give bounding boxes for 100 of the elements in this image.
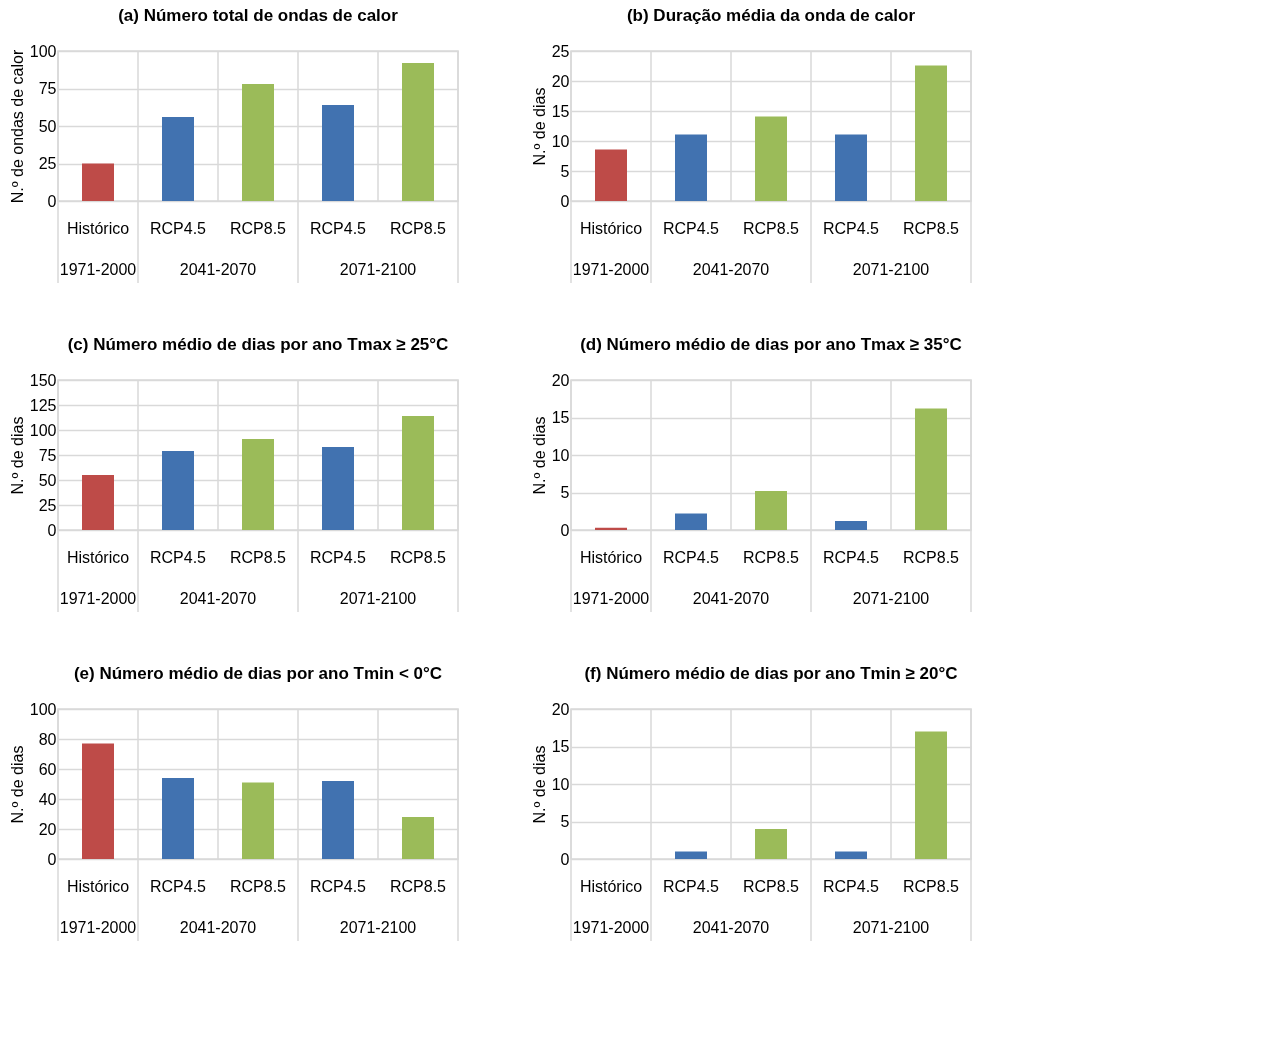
text: 2041-2070 [179,261,257,278]
text: 1971-2000 [572,919,650,936]
text: 1971-2000 [59,919,137,936]
x-tick-label: Histórico [579,220,643,237]
bar [402,416,434,530]
text: 2041-2070 [692,261,770,278]
bar [82,163,114,201]
bar [595,149,627,201]
bar [322,105,354,201]
text: 2041-2070 [692,590,770,607]
chart-title: (c) Número médio de dias por ano Tmax ≥ 25°C [67,335,449,354]
x-tick-label: RCP8.5 [742,549,800,566]
text: 1971-2000 [59,261,137,278]
y-tick-label: 40 [38,790,57,808]
y-tick-label: 20 [551,72,570,90]
bar [755,491,787,530]
x-tick-label: RCP8.5 [742,220,800,237]
x-tick-label: RCP8.5 [389,878,447,895]
y-tick-label: 150 [29,371,57,389]
bar [675,134,707,201]
x-tick-label: Histórico [66,549,130,566]
text: 1971-2000 [572,261,650,278]
text: 2071-2100 [339,919,417,936]
bar [402,63,434,201]
y-tick-label: 75 [38,80,57,97]
bar [835,521,867,530]
x-tick-label: RCP8.5 [229,220,287,237]
text: 2071-2100 [852,590,930,607]
chart-title: (a) Número total de ondas de calor [118,6,399,25]
x-tick-label: RCP4.5 [662,549,720,566]
x-tick-label: RCP8.5 [389,220,447,237]
y-tick-label: 20 [551,371,570,389]
y-tick-label: 20 [551,700,570,718]
bar [755,829,787,859]
y-tick-label: 15 [551,102,570,120]
y-tick-label: 15 [551,409,570,426]
y-axis-title: N.º de dias [530,745,548,824]
x-tick-label: RCP8.5 [902,220,960,237]
bar [755,116,787,201]
y-tick-label: 125 [29,396,57,414]
bar [835,134,867,201]
bar [162,117,194,201]
bar [915,65,947,201]
y-tick-label: 75 [38,446,57,464]
x-tick-label: RCP4.5 [309,549,367,566]
y-tick-label: 0 [47,192,57,210]
x-tick-label: RCP4.5 [662,220,720,237]
bar [242,782,274,859]
bar [915,408,947,530]
x-tick-label: RCP8.5 [229,878,287,895]
x-tick-label: RCP4.5 [822,549,880,566]
y-tick-label: 0 [560,192,570,210]
chart-title: (b) Duração média da onda de calor [626,6,916,25]
bar [402,817,434,859]
bar [835,851,867,859]
x-tick-label: RCP8.5 [389,549,447,566]
y-tick-label: 10 [551,132,570,150]
bar [242,439,274,530]
y-axis-title: N.º de ondas de calor [8,49,26,204]
bar [675,513,707,530]
x-tick-label: Histórico [66,878,130,895]
y-tick-label: 0 [47,521,57,539]
x-tick-label: RCP8.5 [902,878,960,895]
y-tick-label: 15 [551,738,570,755]
x-tick-label: RCP4.5 [309,878,367,895]
y-tick-label: 80 [38,730,57,748]
y-tick-label: 50 [38,117,57,135]
y-tick-label: 25 [38,155,57,172]
text: 1971-2000 [59,590,137,607]
bar [162,451,194,530]
text: 2041-2070 [179,919,257,936]
y-tick-label: 0 [47,850,57,868]
bar [675,851,707,859]
x-tick-label: RCP8.5 [902,549,960,566]
y-tick-label: 25 [551,42,570,60]
y-tick-label: 100 [29,700,57,718]
x-tick-label: RCP4.5 [822,878,880,895]
x-tick-label: Histórico [579,878,643,895]
bar [322,781,354,859]
text: 2041-2070 [692,919,770,936]
y-tick-label: 60 [38,760,57,778]
y-axis-title: N.º de dias [8,745,26,824]
y-axis-title: N.º de dias [530,416,548,495]
text: 2041-2070 [179,590,257,607]
y-tick-label: 20 [38,820,57,838]
y-tick-label: 5 [560,162,570,180]
chart-title: (d) Número médio de dias por ano Tmax ≥ 35°C [580,335,962,354]
x-tick-label: Histórico [579,549,643,566]
y-tick-label: 10 [551,775,570,793]
x-tick-label: RCP4.5 [149,878,207,895]
x-tick-label: Histórico [66,220,130,237]
bar [162,778,194,859]
y-axis-title: N.º de dias [8,416,26,495]
bar [322,447,354,530]
x-tick-label: RCP4.5 [822,220,880,237]
x-tick-label: RCP4.5 [309,220,367,237]
chart-title: (f) Número médio de dias por ano Tmin ≥ 20°C [584,664,958,683]
x-tick-label: RCP8.5 [229,549,287,566]
bar [242,84,274,201]
bar [82,475,114,530]
